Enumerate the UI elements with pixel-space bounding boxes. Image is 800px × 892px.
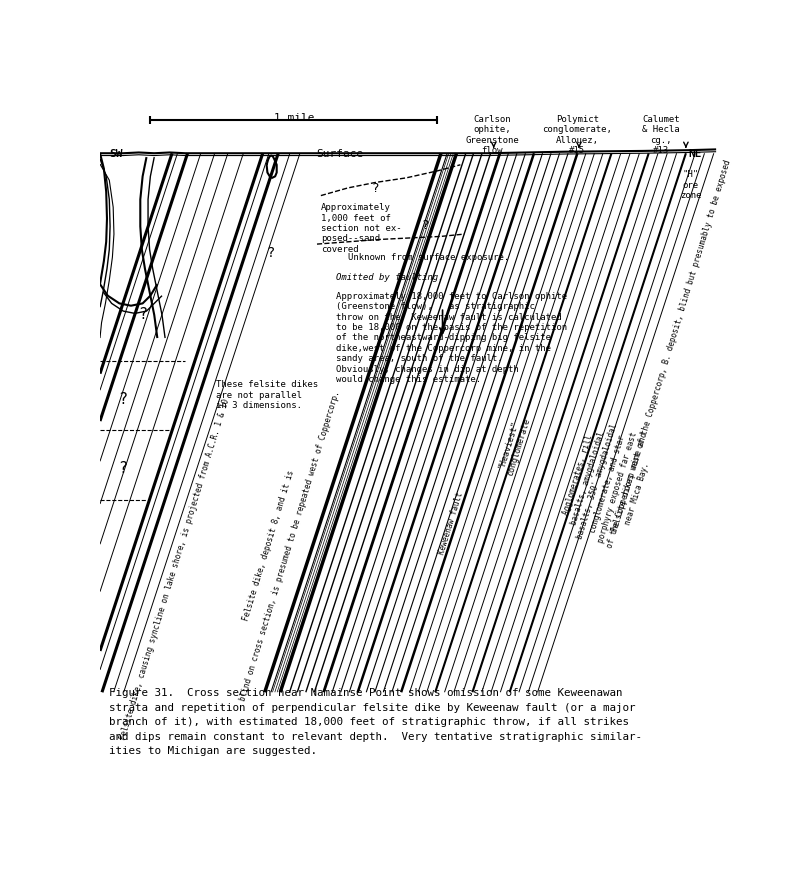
- Text: Omitted by faulting.: Omitted by faulting.: [336, 273, 444, 282]
- Text: Polymict
conglomerate,
Allouez,
#15: Polymict conglomerate, Allouez, #15: [542, 115, 612, 155]
- Text: ?: ?: [266, 245, 274, 260]
- Text: Approximately
1,000 feet of
section not ex-
posed--sand
covered: Approximately 1,000 feet of section not …: [321, 203, 402, 254]
- Text: 1 mile: 1 mile: [274, 113, 314, 123]
- Text: Felsite dike, causing syncline on lake shore, is projected from A.C.R. 1 & 10: Felsite dike, causing syncline on lake s…: [119, 398, 231, 740]
- Text: Felsite dikes west of the Coppercorp, B. deposit, blind but presumably to be exp: Felsite dikes west of the Coppercorp, B.…: [610, 159, 732, 533]
- Text: Approximately 18,000 feet to Carlson ophite
(Greenstone flow),   as stratigraphi: Approximately 18,000 feet to Carlson oph…: [336, 292, 567, 384]
- Text: Keweenaw fault: Keweenaw fault: [438, 491, 465, 555]
- Text: Unknown from surface exposure.: Unknown from surface exposure.: [348, 253, 510, 262]
- Text: Calumet
& Hecla
cg.,
#13: Calumet & Hecla cg., #13: [642, 115, 680, 155]
- Text: SW: SW: [110, 149, 123, 160]
- Text: ?: ?: [422, 219, 430, 232]
- Text: Surface: Surface: [317, 149, 364, 160]
- Text: Carlson
ophite,
Greenstone
flow: Carlson ophite, Greenstone flow: [466, 115, 519, 155]
- Text: Agglomerates, rill
basalts, amygdaloidal
basalts, 350' amygdaloidal
conglomerate: Agglomerates, rill basalts, amygdaloidal…: [556, 417, 659, 552]
- Text: Felsite dike, deposit 8, and it is: Felsite dike, deposit 8, and it is: [242, 469, 296, 623]
- Text: ?: ?: [118, 392, 128, 407]
- Text: ?: ?: [118, 461, 128, 476]
- Text: ?: ?: [138, 307, 147, 322]
- Text: "H"
ore
zone: "H" ore zone: [680, 170, 702, 200]
- Text: "Heaviest"
conglomerate: "Heaviest" conglomerate: [496, 414, 532, 477]
- Text: NE: NE: [688, 149, 702, 160]
- Text: blind on cross section, is presumed to be repeated west of Coppercorp.: blind on cross section, is presumed to b…: [238, 390, 342, 702]
- Text: Figure 31.  Cross section near Namainse Point shows omission of some Keweenawan
: Figure 31. Cross section near Namainse P…: [110, 689, 642, 756]
- Text: ?: ?: [371, 183, 379, 195]
- Text: These felsite dikes
are not parallel
in 3 dimensions.: These felsite dikes are not parallel in …: [216, 380, 318, 410]
